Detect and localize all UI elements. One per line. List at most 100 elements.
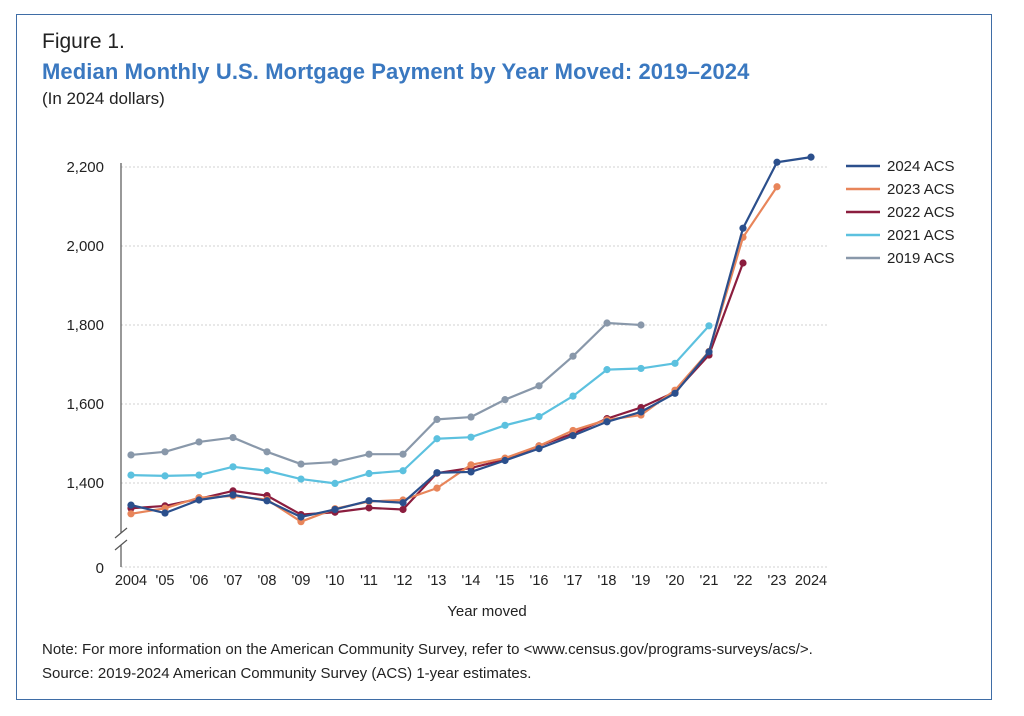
series-line-2019-acs [130, 321, 642, 466]
y-tick-label: 1,400 [66, 475, 104, 492]
data-point [569, 392, 577, 400]
data-point [467, 413, 475, 421]
data-point [569, 352, 577, 360]
x-tick-label: '17 [564, 573, 583, 589]
data-point [467, 461, 475, 469]
y-tick-label: 2,000 [66, 238, 104, 255]
x-tick-label: 2024 [795, 573, 827, 589]
data-point [229, 433, 237, 442]
data-point [671, 389, 679, 397]
x-tick-label: '05 [156, 573, 175, 589]
x-axis-label: Year moved [447, 603, 527, 620]
data-point [365, 504, 373, 512]
data-point [331, 505, 339, 514]
data-point [603, 418, 611, 426]
data-point [433, 469, 441, 477]
data-point [705, 322, 713, 330]
axis-break-mark [114, 539, 128, 551]
data-point [195, 438, 203, 446]
data-point [331, 479, 339, 487]
x-tick-label: '23 [768, 573, 787, 589]
x-tick-label: '18 [598, 573, 617, 589]
y-tick-label: 2,200 [66, 159, 104, 176]
data-point [467, 433, 475, 441]
data-point [739, 224, 747, 232]
x-tick-label: '14 [462, 573, 481, 589]
y-tick-label: 1,800 [66, 317, 104, 334]
x-tick-label: '08 [258, 573, 277, 589]
x-tick-label: '09 [292, 573, 311, 589]
data-point [535, 382, 543, 390]
data-point [399, 467, 407, 475]
x-tick-label: 2004 [115, 573, 147, 589]
figure-label: Figure 1. [42, 30, 125, 53]
data-point [365, 469, 373, 478]
data-point [739, 259, 747, 267]
x-tick-label: '07 [224, 573, 243, 589]
data-point [195, 471, 203, 479]
data-point [705, 348, 713, 356]
x-tick-label: '16 [530, 573, 549, 589]
data-point [263, 467, 271, 475]
x-tick-label: '11 [360, 573, 378, 589]
data-point [501, 456, 509, 465]
data-point [365, 450, 373, 458]
x-tick-label: '06 [190, 573, 209, 589]
data-point [399, 450, 407, 458]
data-point [365, 497, 373, 505]
data-point [603, 319, 611, 327]
data-point [161, 472, 169, 480]
data-point [297, 475, 305, 483]
data-point [637, 321, 645, 329]
data-point [399, 499, 407, 507]
x-tick-label: '19 [632, 573, 651, 589]
x-tick-label: '22 [734, 573, 753, 589]
data-point [331, 458, 339, 466]
legend-label: 2022 ACS [887, 204, 955, 221]
data-point [127, 471, 135, 479]
x-tick-label: '10 [326, 573, 345, 589]
data-point [127, 501, 135, 509]
data-point [229, 463, 237, 471]
data-point [535, 413, 543, 421]
chart-subtitle: (In 2024 dollars) [42, 89, 165, 108]
legend-label: 2024 ACS [887, 158, 955, 175]
data-point [263, 448, 271, 456]
data-point [773, 183, 781, 191]
data-point [195, 496, 203, 504]
data-point [161, 448, 169, 456]
legend-label: 2021 ACS [887, 227, 955, 244]
series-line-2021-acs [130, 325, 710, 485]
data-point [671, 359, 679, 367]
y-tick-label: 1,600 [66, 396, 104, 413]
y-zero-label: 0 [96, 560, 104, 577]
footnote: Note: For more information on the Americ… [42, 638, 813, 686]
legend-label: 2019 ACS [887, 250, 955, 267]
source-text: Source: 2019-2024 American Community Sur… [42, 665, 532, 682]
x-tick-label: '12 [394, 573, 413, 589]
data-point [637, 364, 645, 373]
x-tick-label: '13 [428, 573, 447, 589]
axis-break-mark [114, 527, 128, 539]
data-point [297, 513, 305, 521]
chart-title: Median Monthly U.S. Mortgage Payment by … [42, 59, 750, 84]
data-point [501, 421, 509, 429]
data-point [467, 468, 475, 476]
data-point [399, 505, 407, 514]
data-point [127, 510, 135, 518]
data-point [263, 497, 271, 505]
data-point [603, 366, 611, 374]
data-point [535, 445, 543, 453]
data-point [637, 408, 645, 416]
data-point [807, 153, 815, 161]
data-point [501, 396, 509, 404]
data-point [229, 491, 237, 499]
data-point [433, 484, 441, 492]
legend-label: 2023 ACS [887, 181, 955, 198]
data-point [433, 415, 441, 424]
data-point [569, 426, 577, 435]
x-tick-label: '20 [666, 573, 685, 589]
series-line-2022-acs [130, 262, 745, 516]
figure-frame [16, 14, 992, 700]
